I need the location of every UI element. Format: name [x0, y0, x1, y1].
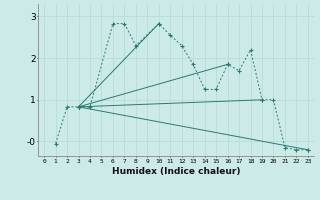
X-axis label: Humidex (Indice chaleur): Humidex (Indice chaleur): [112, 167, 240, 176]
